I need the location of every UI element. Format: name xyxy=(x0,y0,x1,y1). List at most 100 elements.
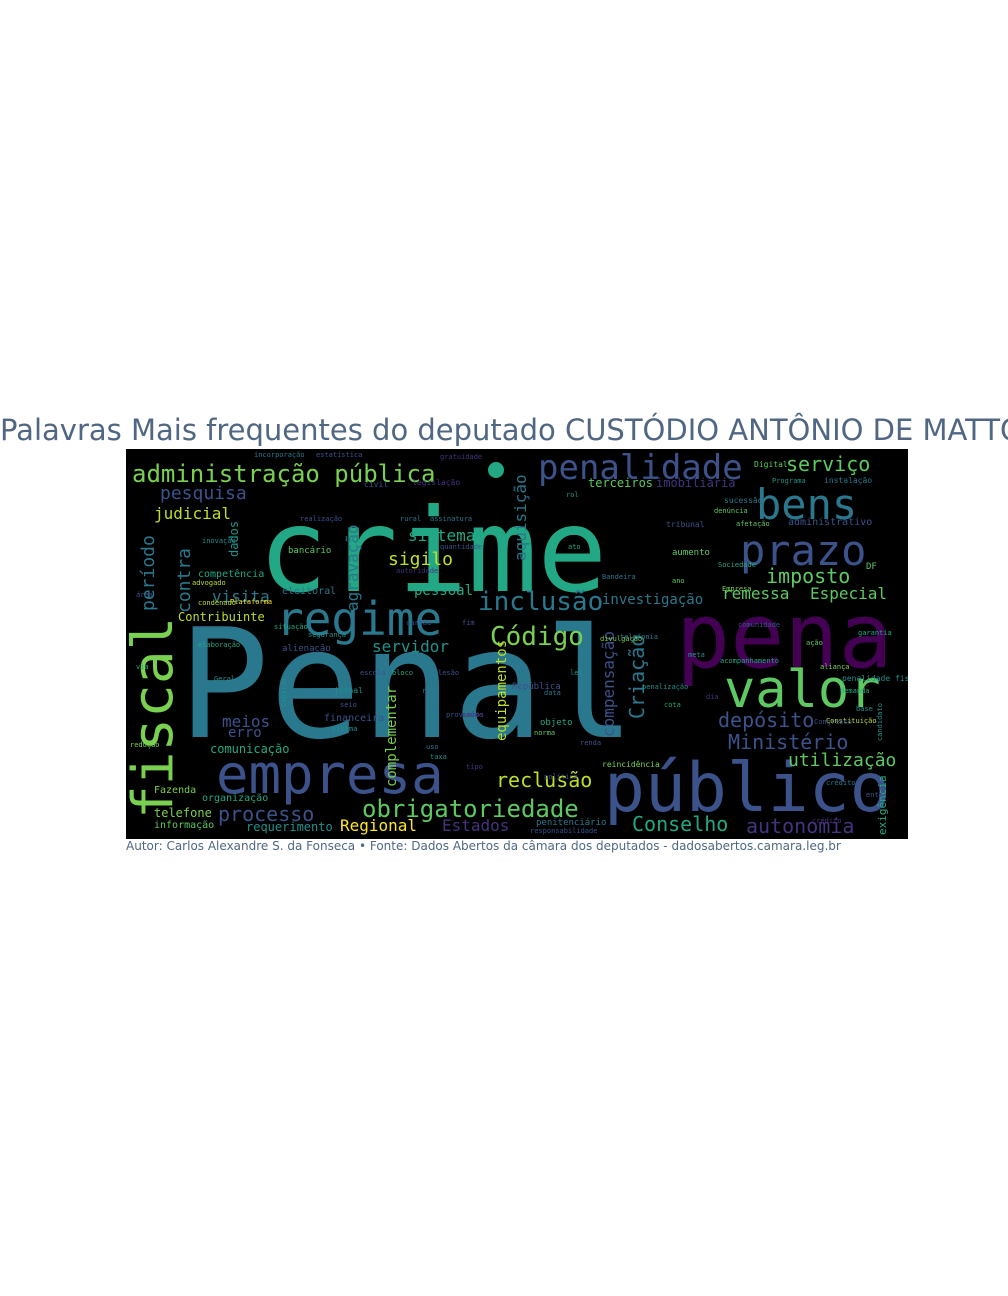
word-cloud-word: taxa xyxy=(430,753,447,761)
word-cloud-word: Fazenda xyxy=(154,785,196,796)
word-cloud-word: bancário xyxy=(288,546,331,556)
word-cloud-word: empresa xyxy=(216,743,444,806)
word-cloud-word: crédito xyxy=(812,817,842,825)
word-cloud-word: Ministério xyxy=(728,730,848,754)
word-cloud-word: via xyxy=(136,663,149,671)
word-cloud-word: Bandeira xyxy=(602,573,636,581)
word-cloud-word: ato xyxy=(568,543,581,551)
word-cloud-word: DF xyxy=(866,562,877,572)
word-cloud-word: candidato xyxy=(876,703,884,741)
word-cloud-word: denúncia xyxy=(714,507,748,515)
word-cloud: Penal crime pena público fiscal empresa valor r… xyxy=(126,449,908,839)
word-cloud-word: cota xyxy=(664,701,681,709)
word-cloud-word: uso xyxy=(426,743,439,751)
word-cloud-word: Código xyxy=(490,622,584,652)
word-cloud-word: saúde xyxy=(462,711,483,719)
word-cloud-word: penalização xyxy=(642,683,688,691)
word-cloud-word: ação xyxy=(806,639,823,647)
word-cloud-word: pena xyxy=(676,584,893,689)
word-cloud-word: segurança xyxy=(308,631,346,639)
word-cloud-word: Sociedade xyxy=(718,561,756,569)
word-cloud-word: pesquisa xyxy=(160,483,247,504)
word-cloud-word: Penal xyxy=(178,596,636,773)
word-cloud-word: gratuidade xyxy=(440,453,482,461)
word-cloud-word: sistema xyxy=(408,526,475,545)
word-cloud-word: demanda xyxy=(840,687,870,695)
word-cloud-word: fiscal xyxy=(126,617,186,819)
word-cloud-word: agravação xyxy=(343,524,362,611)
word-cloud-word: legislação xyxy=(412,478,460,487)
word-cloud-word: estatística xyxy=(316,451,362,459)
word-cloud-word: assinatura xyxy=(430,515,472,523)
word-cloud-word: meios xyxy=(222,712,270,731)
word-cloud-word: condenado xyxy=(198,599,236,607)
word-cloud-word: incorporação xyxy=(254,451,305,459)
word-cloud-word: telefonia xyxy=(620,633,658,641)
word-cloud-word: tribunal xyxy=(666,520,705,529)
word-cloud-word: meta xyxy=(688,651,705,659)
word-cloud-word: Empresa xyxy=(722,585,752,593)
word-cloud-word: Programa xyxy=(772,477,806,485)
word-cloud-word: civil xyxy=(364,480,388,489)
word-cloud-word: imobiliária xyxy=(656,476,735,490)
word-cloud-word: comunidade xyxy=(738,621,780,629)
word-cloud-word: contra xyxy=(174,548,195,613)
word-cloud-word: alienação xyxy=(282,644,331,654)
word-cloud-word: elaboração xyxy=(198,641,240,649)
word-cloud-word: base xyxy=(856,705,873,713)
word-cloud-word: Capital xyxy=(280,677,288,707)
word-cloud-word: crédito xyxy=(826,779,856,787)
word-cloud-word: política xyxy=(544,773,578,781)
word-cloud-word: autoridade xyxy=(396,567,438,575)
word-cloud-word: seio xyxy=(340,701,357,709)
word-cloud-word: dados xyxy=(227,521,241,557)
word-cloud-word: proventos xyxy=(446,711,484,719)
word-cloud-word: Congresso xyxy=(814,718,852,726)
word-cloud-word: investigação xyxy=(602,592,703,608)
word-cloud-word: afetação xyxy=(736,520,770,528)
word-cloud-word: judicial xyxy=(154,504,231,523)
word-cloud-word: ano xyxy=(672,577,685,585)
word-cloud-word: sucessão xyxy=(724,496,763,505)
word-cloud-word: processo xyxy=(218,802,314,826)
word-cloud-word: administração pública xyxy=(132,460,435,488)
word-cloud-word: equipamentos xyxy=(494,640,510,741)
word-cloud-word: telefone xyxy=(154,806,212,820)
word-cloud-word: Digital xyxy=(754,460,788,469)
word-cloud-word: vítima xyxy=(332,725,357,733)
word-cloud-word: público xyxy=(604,749,891,828)
word-cloud-word: Especial xyxy=(810,584,887,603)
word-cloud-word: bens xyxy=(756,480,857,529)
word-cloud-word: aumento xyxy=(672,548,710,558)
word-cloud-word: quantidade xyxy=(440,543,482,551)
word-cloud-word: depósito xyxy=(718,708,814,732)
word-cloud-word: penalidade fiscal xyxy=(842,674,908,683)
word-cloud-word: República xyxy=(512,682,561,692)
word-cloud-word: Regional xyxy=(340,816,417,835)
word-cloud-word: valor xyxy=(724,660,881,720)
word-cloud-word: cartão xyxy=(406,619,431,627)
word-cloud-word: aliança xyxy=(820,663,850,671)
word-cloud-word: área xyxy=(136,591,153,599)
word-cloud-word: realização xyxy=(300,515,342,523)
word-cloud-word: divulgação xyxy=(600,635,642,643)
word-cloud-word: organização xyxy=(202,793,268,804)
word-cloud-word: serviço xyxy=(786,452,870,476)
word-cloud-word: competência xyxy=(198,568,264,580)
word-cloud-word: jornal xyxy=(334,686,363,695)
word-cloud-word: advogado xyxy=(192,579,226,587)
word-cloud-word: Constituição xyxy=(826,717,877,725)
word-cloud-word: objeto xyxy=(540,718,573,728)
word-cloud-word: penalidade xyxy=(538,449,743,488)
word-cloud-word: rede xyxy=(422,687,439,695)
word-cloud-dot xyxy=(488,462,504,478)
word-cloud-word: terceiros xyxy=(588,476,653,490)
word-cloud-word: Plataforma xyxy=(230,598,272,606)
word-cloud-word: Estados xyxy=(442,816,509,835)
word-cloud-word: eleitoral xyxy=(282,586,336,597)
word-cloud-word: renda xyxy=(580,739,601,747)
word-cloud-word: responsabilidade xyxy=(530,827,597,835)
word-cloud-word: data xyxy=(544,689,561,697)
word-cloud-word: utilização xyxy=(788,750,896,771)
